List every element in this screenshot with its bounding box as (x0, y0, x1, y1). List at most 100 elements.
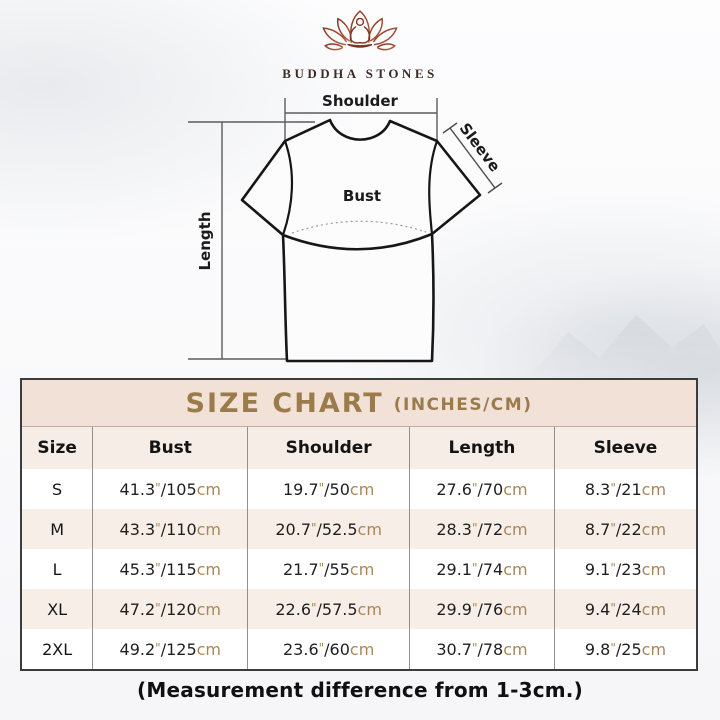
cm-value: /23 (615, 559, 642, 579)
measurement-cell: 30.7"/78cm (409, 629, 555, 669)
cm-value: /21 (615, 479, 642, 499)
inches-value: 28.3 (436, 519, 472, 539)
inches-value: 47.2 (119, 599, 156, 619)
inches-value: 8.7 (584, 519, 611, 539)
inch-mark: " (471, 480, 478, 495)
measurement-cell: 49.2"/125cm (92, 629, 248, 669)
inch-mark: " (610, 520, 616, 535)
cm-unit: cm (349, 479, 375, 499)
cm-value: /76 (477, 599, 504, 619)
column-header-bust: Bust (92, 427, 248, 469)
shoulder-label: Shoulder (322, 92, 399, 110)
inch-mark: " (471, 600, 478, 615)
inch-mark: " (471, 560, 478, 575)
inch-mark: " (610, 600, 616, 615)
inch-mark: " (471, 520, 478, 535)
size-chart-panel: SIZE CHART (INCHES/CM) Size Bust Shoulde… (20, 378, 698, 671)
inches-value: 8.3 (584, 479, 611, 499)
size-chart-header: SIZE CHART (INCHES/CM) (22, 380, 696, 427)
meditating-figure-icon (347, 17, 373, 48)
sleeve-guide-lines (442, 122, 503, 194)
inches-value: 45.3 (119, 559, 156, 579)
table-row: XL 47.2"/120cm 22.6"/57.5cm 29.9"/76cm 9.4"/… (22, 589, 696, 629)
inches-value: 41.3 (119, 479, 156, 499)
brand-name: BUDDHA STONES (282, 66, 438, 81)
measurement-cell: 19.7"/50cm (247, 469, 410, 509)
inches-value: 20.7 (275, 519, 311, 539)
cm-value: /60 (324, 639, 350, 659)
cm-value: /120 (160, 599, 197, 619)
bust-label: Bust (343, 187, 381, 205)
cm-value: /110 (160, 519, 197, 539)
cm-value: /25 (615, 639, 642, 659)
cm-unit: cm (641, 479, 667, 499)
measurement-cell: 8.7"/22cm (553, 509, 696, 549)
bust-dotted-arc (291, 220, 427, 234)
inch-mark: " (318, 480, 325, 495)
measurement-cell: 22.6"/57.5cm (247, 589, 410, 629)
measurement-cell: 47.2"/120cm (92, 589, 248, 629)
cm-unit: cm (641, 559, 667, 579)
inches-value: 19.7 (283, 479, 319, 499)
size-chart-title: SIZE CHART (185, 387, 384, 419)
inch-mark: " (155, 600, 161, 615)
size-label: XL (47, 599, 68, 619)
cm-value: /55 (324, 559, 350, 579)
inches-value: 9.1 (584, 559, 611, 579)
cm-unit: cm (503, 519, 528, 539)
inch-mark: " (155, 520, 161, 535)
bust-solid-curve (282, 232, 433, 251)
measurement-cell: 23.6"/60cm (247, 629, 410, 669)
cm-unit: cm (357, 599, 382, 619)
inches-value: 27.6 (436, 479, 472, 499)
tshirt-measurement-diagram: Shoulder Bust Length Sleeve (188, 92, 504, 363)
inch-mark: " (318, 640, 325, 655)
cm-value: /70 (477, 479, 504, 499)
inches-value: 9.8 (584, 639, 611, 659)
buddha-stones-lotus-icon (322, 10, 398, 51)
cm-unit: cm (503, 599, 528, 619)
table-row: L 45.3"/115cm 21.7"/55cm 29.1"/74cm 9.1"/23c… (22, 549, 696, 589)
measurement-cell: 27.6"/70cm (409, 469, 555, 509)
cm-value: /115 (160, 559, 197, 579)
inch-mark: " (471, 640, 478, 655)
measurement-cell: 9.4"/24cm (553, 589, 696, 629)
column-header-shoulder: Shoulder (247, 427, 410, 469)
cm-value: /74 (477, 559, 504, 579)
cm-value: /125 (160, 639, 197, 659)
cm-unit: cm (503, 559, 528, 579)
inches-value: 22.6 (275, 599, 311, 619)
column-header-size: Size (22, 427, 93, 469)
armhole-seams (281, 140, 439, 236)
cm-unit: cm (196, 519, 222, 539)
size-label: S (52, 479, 63, 499)
table-row: M 43.3"/110cm 20.7"/52.5cm 28.3"/72cm 8.7"/2… (22, 509, 696, 549)
inch-mark: " (318, 560, 325, 575)
measurement-cell: 29.9"/76cm (409, 589, 555, 629)
cm-value: /105 (160, 479, 197, 499)
table-row: S 41.3"/105cm 19.7"/50cm 27.6"/70cm 8.3"/21c… (22, 469, 696, 509)
cm-unit: cm (349, 559, 375, 579)
measurement-cell: 43.3"/110cm (92, 509, 248, 549)
cm-unit: cm (196, 639, 222, 659)
measurement-cell: 29.1"/74cm (409, 549, 555, 589)
cm-unit: cm (196, 599, 222, 619)
table-header-row: Size Bust Shoulder Length Sleeve (22, 427, 696, 469)
inches-value: 43.3 (119, 519, 156, 539)
measurement-cell: 8.3"/21cm (553, 469, 696, 509)
cm-value: /22 (615, 519, 642, 539)
cm-unit: cm (503, 639, 528, 659)
cm-unit: cm (503, 479, 528, 499)
measurement-cell: 9.8"/25cm (553, 629, 696, 669)
cm-unit: cm (196, 559, 222, 579)
inches-value: 29.9 (436, 599, 472, 619)
inches-value: 9.4 (584, 599, 611, 619)
cm-unit: cm (641, 519, 667, 539)
measurement-cell: 28.3"/72cm (409, 509, 555, 549)
inches-value: 23.6 (283, 639, 319, 659)
measurement-cell: 20.7"/52.5cm (247, 509, 410, 549)
measurement-cell: 9.1"/23cm (553, 549, 696, 589)
inch-mark: " (155, 640, 161, 655)
cm-unit: cm (641, 599, 667, 619)
